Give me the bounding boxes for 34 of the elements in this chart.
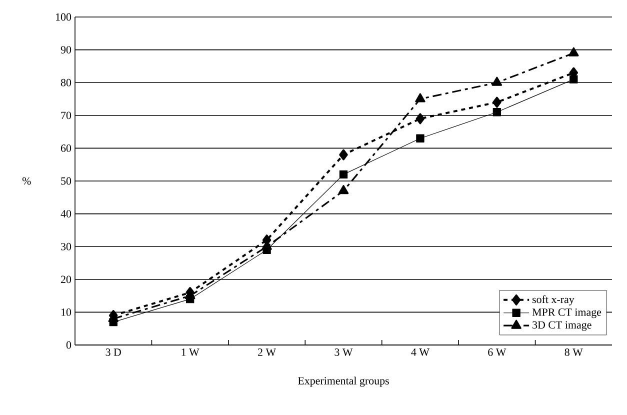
x-tick-label: 2 W [258, 348, 276, 356]
point [415, 93, 426, 102]
y-tick-label: 100 [56, 13, 72, 21]
y-tick-label: 40 [60, 210, 72, 218]
y-tick-label: 50 [61, 177, 72, 185]
y-tick-label: 10 [61, 308, 72, 316]
x-tick-label: 6 W [488, 348, 506, 356]
y-tick-label: 20 [61, 276, 72, 284]
legend-label: 3D CT image [532, 321, 592, 331]
point [416, 113, 425, 124]
x-tick-label: 8 W [564, 348, 583, 356]
y-tick-label: 30 [61, 242, 72, 250]
point [339, 149, 348, 160]
x-tick-label: 3 D [106, 348, 121, 356]
y-tick-label: 60 [60, 144, 72, 152]
y-tick-label: 0 [66, 341, 72, 349]
point [262, 246, 271, 254]
x-tick-label: 3 W [334, 348, 353, 356]
y-tick-label: 70 [61, 112, 72, 120]
x-tick-label: 4 W [411, 348, 430, 356]
legend-label: soft x-ray [532, 295, 574, 306]
y-tick-label: 90 [60, 46, 72, 54]
x-tick-label: 1 W [182, 348, 200, 356]
point [568, 47, 579, 56]
x-axis-title: Experimental groups [298, 376, 389, 387]
y-tick-label: 80 [60, 78, 72, 86]
point [492, 76, 502, 86]
point [492, 108, 502, 116]
point [338, 185, 349, 194]
point [416, 134, 424, 142]
point [492, 96, 502, 108]
point [339, 170, 348, 179]
y-axis-title: % [22, 177, 31, 185]
legend-label: MPR CT image [532, 308, 602, 318]
